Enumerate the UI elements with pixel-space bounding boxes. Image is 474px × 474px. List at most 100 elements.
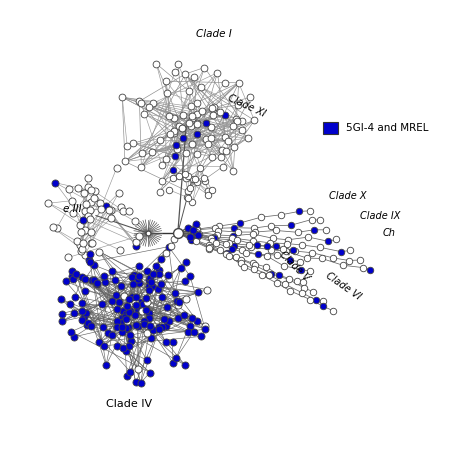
Point	[169, 359, 177, 366]
Point	[127, 308, 134, 315]
Point	[100, 342, 108, 350]
Point	[72, 270, 80, 278]
Point	[180, 111, 187, 119]
Point	[162, 322, 169, 330]
Point	[81, 208, 89, 215]
Point	[189, 112, 196, 119]
Point	[77, 228, 84, 236]
Point	[141, 320, 148, 328]
Point	[156, 137, 164, 144]
Point	[84, 174, 91, 182]
Point	[84, 319, 92, 327]
Point	[164, 89, 171, 97]
Point	[171, 152, 179, 159]
Point	[197, 333, 205, 340]
Point	[64, 254, 72, 261]
Point	[122, 325, 129, 333]
Point	[181, 311, 188, 319]
Point	[91, 262, 98, 269]
Point	[191, 233, 199, 241]
Text: e III: e III	[63, 204, 82, 214]
Point	[188, 103, 195, 110]
Point	[88, 322, 95, 329]
Point	[204, 141, 211, 148]
Point	[122, 324, 130, 332]
Point	[114, 342, 121, 349]
Point	[192, 237, 200, 245]
Point	[193, 225, 201, 233]
Point	[70, 275, 77, 283]
Point	[82, 275, 89, 283]
Point	[205, 244, 213, 252]
Point	[166, 130, 174, 137]
Point	[171, 68, 179, 76]
Point	[244, 134, 252, 142]
Point	[190, 229, 198, 237]
Point	[237, 256, 245, 264]
Point	[125, 207, 133, 215]
Point	[171, 114, 178, 122]
Point	[208, 186, 215, 193]
Point	[238, 117, 246, 124]
Point	[122, 347, 130, 355]
Point	[86, 258, 94, 266]
Point	[88, 277, 96, 284]
Point	[79, 273, 86, 281]
Point	[263, 263, 270, 271]
Point	[210, 233, 218, 241]
Point	[193, 178, 201, 185]
Point	[123, 310, 130, 318]
Point	[87, 216, 94, 223]
Point	[238, 127, 246, 134]
Point	[128, 294, 136, 301]
Point	[128, 273, 136, 281]
Point	[184, 194, 191, 201]
Point	[298, 289, 306, 296]
Point	[319, 302, 327, 310]
Point	[78, 300, 86, 307]
Point	[146, 286, 153, 294]
Point	[174, 314, 182, 322]
Point	[194, 231, 201, 238]
Point	[201, 174, 208, 182]
Point	[137, 379, 145, 387]
Point	[137, 163, 145, 171]
Point	[182, 258, 189, 265]
Point	[118, 323, 126, 330]
Point	[184, 224, 191, 231]
Point	[298, 266, 305, 273]
Point	[141, 110, 148, 118]
Point	[164, 186, 172, 193]
Point	[100, 272, 108, 280]
Point	[149, 271, 156, 278]
Point	[171, 236, 178, 243]
Point	[178, 124, 186, 132]
Point	[144, 229, 152, 237]
Point	[174, 301, 182, 309]
Point	[219, 163, 227, 171]
Point	[145, 282, 152, 289]
Point	[172, 141, 179, 149]
Point	[209, 112, 217, 119]
Point	[74, 184, 82, 192]
Point	[232, 115, 239, 122]
Point	[58, 310, 65, 318]
Point	[310, 226, 318, 234]
Point	[108, 214, 115, 222]
Point	[329, 307, 337, 315]
Point	[85, 256, 93, 264]
Point	[126, 309, 133, 316]
Point	[252, 228, 259, 236]
Point	[69, 197, 76, 204]
Point	[184, 188, 191, 195]
Point	[96, 199, 104, 207]
Point	[147, 278, 155, 286]
Point	[132, 321, 140, 329]
Point	[211, 225, 219, 232]
Point	[153, 60, 160, 67]
Point	[229, 122, 237, 130]
Point	[188, 122, 195, 130]
Point	[221, 79, 228, 87]
Point	[250, 224, 257, 232]
Point	[282, 281, 289, 288]
